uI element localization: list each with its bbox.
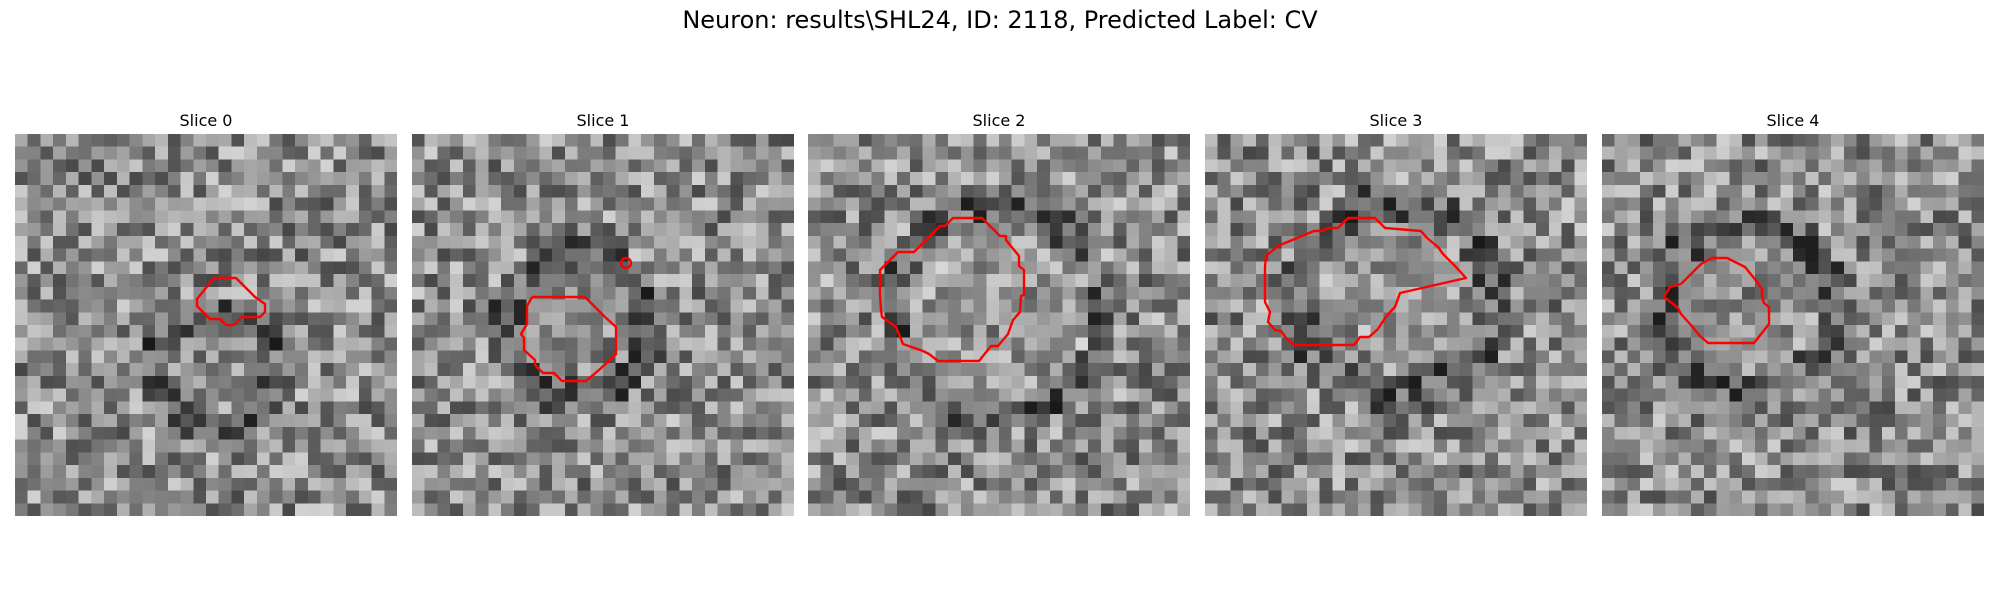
- slice-panel-2: Slice 2: [808, 108, 1190, 516]
- slice-panel-0: Slice 0: [15, 108, 397, 516]
- microscopy-image-2: [808, 134, 1190, 516]
- neuron-contour-2: [878, 216, 1026, 363]
- slice-panel-4: Slice 4: [1602, 108, 1984, 516]
- slice-image-2: [808, 134, 1190, 516]
- microscopy-image-3: [1205, 134, 1587, 516]
- slice-title-2: Slice 2: [972, 111, 1026, 130]
- neuron-contour-3: [1263, 216, 1468, 347]
- neuron-contour-1: [519, 295, 618, 383]
- slice-title-4: Slice 4: [1766, 111, 1820, 130]
- slice-title-0: Slice 0: [179, 111, 233, 130]
- neuron-contour-4: [1662, 256, 1771, 345]
- slice-image-3: [1205, 134, 1587, 516]
- microscopy-image-1: [412, 134, 794, 516]
- microscopy-image-4: [1602, 134, 1984, 516]
- slice-panel-1: Slice 1: [412, 108, 794, 516]
- neuron-contour-marker-1: [619, 256, 633, 270]
- slice-image-4: [1602, 134, 1984, 516]
- neuron-contour-0: [195, 276, 267, 327]
- slice-image-0: [15, 134, 397, 516]
- slice-panel-3: Slice 3: [1205, 108, 1587, 516]
- slice-title-3: Slice 3: [1369, 111, 1423, 130]
- figure-title: Neuron: results\SHL24, ID: 2118, Predict…: [682, 6, 1318, 34]
- microscopy-image-0: [15, 134, 397, 516]
- slice-image-1: [412, 134, 794, 516]
- slice-title-1: Slice 1: [576, 111, 630, 130]
